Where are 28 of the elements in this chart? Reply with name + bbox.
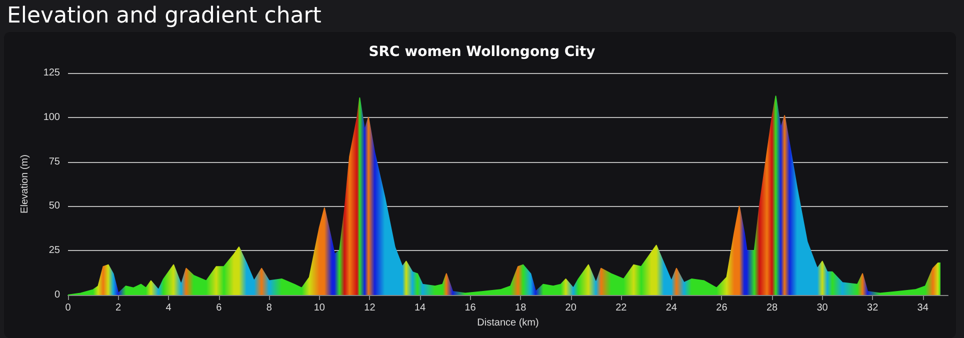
- x-tick-label: 32: [867, 302, 879, 314]
- x-tick-label: 24: [666, 302, 678, 314]
- x-tick-label: 6: [216, 302, 222, 314]
- x-tick-label: 2: [116, 302, 122, 314]
- x-tick-label: 26: [716, 302, 728, 314]
- x-tick-label: 4: [166, 302, 172, 314]
- x-tick-label: 30: [816, 302, 828, 314]
- y-axis-title: Elevation (m): [20, 154, 30, 214]
- x-tick-label: 20: [565, 302, 577, 314]
- y-tick-label: 75: [48, 156, 60, 168]
- y-tick-label: 50: [48, 200, 60, 212]
- x-tick-label: 18: [515, 302, 527, 314]
- x-tick-label: 8: [266, 302, 272, 314]
- y-tick-label: 25: [48, 245, 60, 256]
- x-tick-label: 14: [414, 302, 426, 314]
- x-tick-label: 22: [616, 302, 628, 314]
- x-tick-label: 0: [65, 302, 72, 314]
- x-tick-label: 12: [364, 302, 376, 314]
- x-tick-label: 28: [766, 302, 778, 314]
- x-tick-label: 10: [314, 302, 326, 314]
- x-tick-label: 16: [464, 302, 476, 314]
- x-axis-title: Distance (km): [477, 317, 539, 328]
- y-tick-label: 125: [43, 68, 60, 78]
- chart-subtitle: SRC women Wollongong City: [368, 44, 596, 60]
- y-tick-label: 0: [54, 290, 60, 300]
- chart-title: Elevation and gradient chart: [7, 4, 322, 28]
- x-tick-label: 34: [917, 302, 929, 314]
- y-tick-label: 100: [43, 112, 60, 123]
